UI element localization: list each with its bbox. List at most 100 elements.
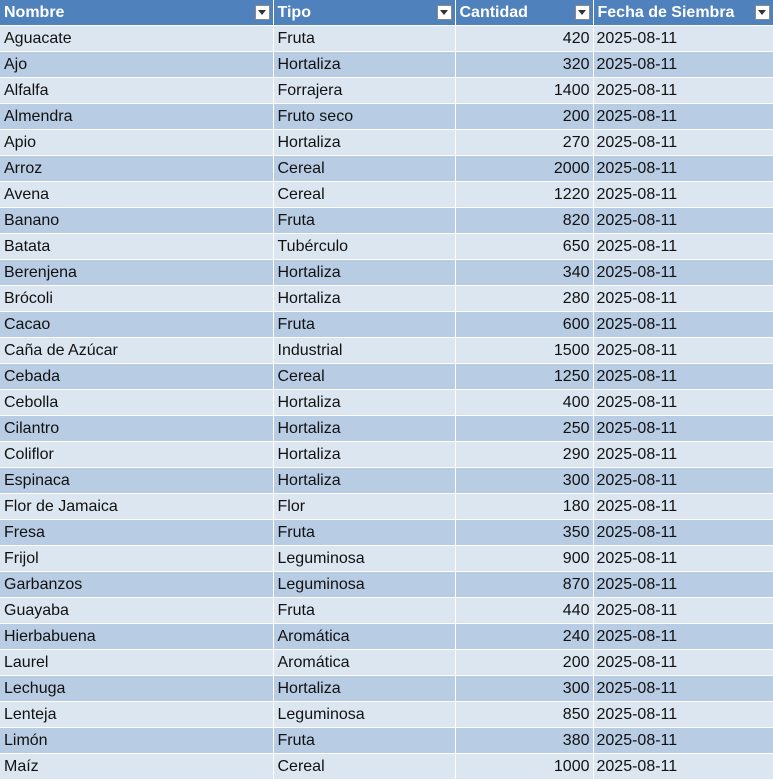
cell-cantidad[interactable]: 380	[455, 727, 594, 754]
cell-nombre[interactable]: Cacao	[0, 311, 274, 338]
cell-nombre[interactable]: Banano	[0, 207, 274, 234]
cell-cantidad[interactable]: 1250	[455, 363, 594, 390]
cell-tipo[interactable]: Hortaliza	[273, 259, 456, 286]
cell-tipo[interactable]: Hortaliza	[273, 467, 456, 494]
cell-cantidad[interactable]: 320	[455, 51, 594, 78]
cell-fecha[interactable]: 2025-08-11	[593, 129, 773, 156]
cell-nombre[interactable]: Frijol	[0, 545, 274, 572]
cell-nombre[interactable]: Arroz	[0, 155, 274, 182]
cell-cantidad[interactable]: 2000	[455, 155, 594, 182]
cell-tipo[interactable]: Fruta	[273, 519, 456, 546]
cell-tipo[interactable]: Cereal	[273, 363, 456, 390]
cell-tipo[interactable]: Hortaliza	[273, 129, 456, 156]
cell-nombre[interactable]: Almendra	[0, 103, 274, 130]
cell-nombre[interactable]: Lenteja	[0, 701, 274, 728]
cell-cantidad[interactable]: 240	[455, 623, 594, 650]
cell-nombre[interactable]: Garbanzos	[0, 571, 274, 598]
cell-nombre[interactable]: Caña de Azúcar	[0, 337, 274, 364]
cell-nombre[interactable]: Brócoli	[0, 285, 274, 312]
cell-nombre[interactable]: Coliflor	[0, 441, 274, 468]
cell-fecha[interactable]: 2025-08-11	[593, 259, 773, 286]
cell-cantidad[interactable]: 400	[455, 389, 594, 416]
cell-tipo[interactable]: Hortaliza	[273, 285, 456, 312]
cell-fecha[interactable]: 2025-08-11	[593, 207, 773, 234]
cell-cantidad[interactable]: 300	[455, 675, 594, 702]
cell-tipo[interactable]: Cereal	[273, 753, 456, 780]
cell-cantidad[interactable]: 270	[455, 129, 594, 156]
cell-fecha[interactable]: 2025-08-11	[593, 467, 773, 494]
cell-tipo[interactable]: Tubérculo	[273, 233, 456, 260]
cell-cantidad[interactable]: 340	[455, 259, 594, 286]
cell-cantidad[interactable]: 870	[455, 571, 594, 598]
cell-tipo[interactable]: Leguminosa	[273, 545, 456, 572]
cell-nombre[interactable]: Ajo	[0, 51, 274, 78]
cell-tipo[interactable]: Hortaliza	[273, 675, 456, 702]
cell-fecha[interactable]: 2025-08-11	[593, 675, 773, 702]
cell-tipo[interactable]: Hortaliza	[273, 389, 456, 416]
cell-tipo[interactable]: Cereal	[273, 155, 456, 182]
cell-nombre[interactable]: Batata	[0, 233, 274, 260]
cell-nombre[interactable]: Fresa	[0, 519, 274, 546]
cell-nombre[interactable]: Alfalfa	[0, 77, 274, 104]
cell-fecha[interactable]: 2025-08-11	[593, 363, 773, 390]
filter-dropdown-button[interactable]	[436, 5, 452, 20]
cell-cantidad[interactable]: 1220	[455, 181, 594, 208]
filter-dropdown-button[interactable]	[574, 5, 590, 20]
cell-tipo[interactable]: Fruta	[273, 311, 456, 338]
cell-cantidad[interactable]: 300	[455, 467, 594, 494]
filter-dropdown-button[interactable]	[754, 5, 770, 20]
cell-fecha[interactable]: 2025-08-11	[593, 77, 773, 104]
cell-nombre[interactable]: Cilantro	[0, 415, 274, 442]
cell-cantidad[interactable]: 420	[455, 25, 594, 52]
cell-nombre[interactable]: Hierbabuena	[0, 623, 274, 650]
cell-fecha[interactable]: 2025-08-11	[593, 597, 773, 624]
cell-fecha[interactable]: 2025-08-11	[593, 649, 773, 676]
cell-nombre[interactable]: Cebolla	[0, 389, 274, 416]
cell-tipo[interactable]: Cereal	[273, 181, 456, 208]
cell-nombre[interactable]: Apio	[0, 129, 274, 156]
cell-tipo[interactable]: Fruta	[273, 727, 456, 754]
cell-nombre[interactable]: Lechuga	[0, 675, 274, 702]
cell-fecha[interactable]: 2025-08-11	[593, 311, 773, 338]
cell-nombre[interactable]: Guayaba	[0, 597, 274, 624]
cell-cantidad[interactable]: 1500	[455, 337, 594, 364]
cell-cantidad[interactable]: 900	[455, 545, 594, 572]
cell-cantidad[interactable]: 180	[455, 493, 594, 520]
cell-fecha[interactable]: 2025-08-11	[593, 519, 773, 546]
cell-fecha[interactable]: 2025-08-11	[593, 155, 773, 182]
cell-nombre[interactable]: Avena	[0, 181, 274, 208]
cell-cantidad[interactable]: 250	[455, 415, 594, 442]
cell-cantidad[interactable]: 850	[455, 701, 594, 728]
cell-cantidad[interactable]: 1000	[455, 753, 594, 780]
cell-fecha[interactable]: 2025-08-11	[593, 389, 773, 416]
cell-tipo[interactable]: Hortaliza	[273, 415, 456, 442]
cell-cantidad[interactable]: 290	[455, 441, 594, 468]
cell-cantidad[interactable]: 650	[455, 233, 594, 260]
cell-nombre[interactable]: Espinaca	[0, 467, 274, 494]
cell-nombre[interactable]: Maíz	[0, 753, 274, 780]
cell-fecha[interactable]: 2025-08-11	[593, 701, 773, 728]
cell-tipo[interactable]: Hortaliza	[273, 441, 456, 468]
header-nombre[interactable]: Nombre	[0, 0, 274, 26]
cell-tipo[interactable]: Fruta	[273, 207, 456, 234]
cell-nombre[interactable]: Laurel	[0, 649, 274, 676]
cell-cantidad[interactable]: 600	[455, 311, 594, 338]
cell-tipo[interactable]: Fruta	[273, 597, 456, 624]
cell-fecha[interactable]: 2025-08-11	[593, 337, 773, 364]
cell-tipo[interactable]: Leguminosa	[273, 701, 456, 728]
filter-dropdown-button[interactable]	[254, 5, 270, 20]
cell-cantidad[interactable]: 280	[455, 285, 594, 312]
cell-cantidad[interactable]: 200	[455, 103, 594, 130]
cell-nombre[interactable]: Berenjena	[0, 259, 274, 286]
cell-tipo[interactable]: Aromática	[273, 623, 456, 650]
cell-tipo[interactable]: Leguminosa	[273, 571, 456, 598]
header-fecha-de-siembra[interactable]: Fecha de Siembra	[593, 0, 773, 26]
cell-fecha[interactable]: 2025-08-11	[593, 415, 773, 442]
cell-tipo[interactable]: Industrial	[273, 337, 456, 364]
header-tipo[interactable]: Tipo	[273, 0, 456, 26]
cell-cantidad[interactable]: 200	[455, 649, 594, 676]
cell-fecha[interactable]: 2025-08-11	[593, 441, 773, 468]
cell-tipo[interactable]: Aromática	[273, 649, 456, 676]
cell-fecha[interactable]: 2025-08-11	[593, 51, 773, 78]
cell-fecha[interactable]: 2025-08-11	[593, 25, 773, 52]
